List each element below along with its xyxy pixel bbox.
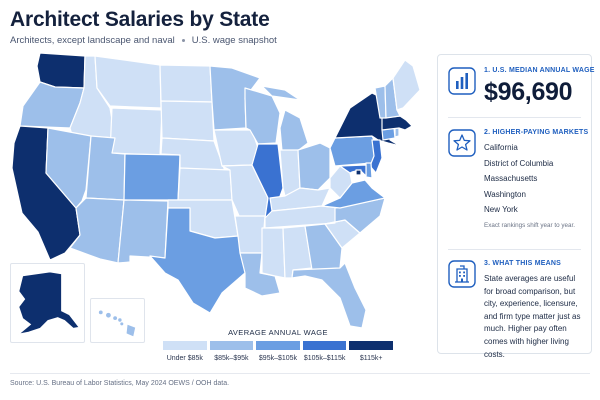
state-new-mexico[interactable] (117, 199, 169, 264)
state-colorado[interactable] (123, 153, 181, 201)
state-florida[interactable] (291, 262, 367, 329)
state-hawaii[interactable] (98, 310, 136, 337)
map-legend: AVERAGE ANNUAL WAGE Under $85k $85k–$95k $… (163, 328, 393, 362)
markets-heading: 2. HIGHER-PAYING MARKETS (484, 129, 589, 136)
state-kansas[interactable] (177, 167, 233, 201)
list-item: New York (484, 205, 518, 214)
state-texas[interactable] (149, 207, 247, 314)
legend-item: $85k–$95k (209, 341, 254, 362)
state-montana[interactable] (94, 55, 162, 109)
meaning-heading: 3. WHAT THIS MEANS (484, 260, 561, 267)
legend-label: Under $85k (166, 355, 203, 362)
legend-item: Under $85k (163, 341, 207, 362)
star-icon (448, 129, 476, 157)
panel-divider-1 (448, 117, 581, 118)
state-alaska[interactable] (18, 271, 81, 335)
state-ohio[interactable] (297, 142, 331, 191)
markets-list: California District of Columbia Massachu… (484, 140, 588, 218)
list-item: District of Columbia (484, 158, 554, 168)
legend-item: $95k–$105k (256, 341, 300, 362)
bar-chart-icon (448, 67, 476, 95)
higher-paying-card: 2. HIGHER-PAYING MARKETS California Dist… (438, 129, 591, 229)
median-wage-value: $96,690 (484, 78, 573, 106)
state-rhode-island[interactable] (394, 127, 400, 138)
state-washington[interactable] (36, 52, 86, 89)
alaska-inset (10, 263, 85, 343)
legend-swatch (256, 341, 300, 350)
panel-divider-2 (448, 249, 581, 250)
state-south-dakota[interactable] (160, 100, 215, 142)
markets-note: Exact rankings shift year to year. (484, 221, 575, 229)
state-district-of-columbia[interactable] (355, 169, 362, 176)
page-title: Architect Salaries by State (10, 8, 270, 31)
legend-label: $85k–$95k (214, 355, 249, 362)
list-item: Washington (484, 189, 526, 199)
subtitle-separator-dot (181, 39, 185, 42)
legend-item: $105k–$115k (302, 341, 347, 362)
legend-swatch (163, 341, 207, 350)
building-icon (448, 260, 476, 288)
legend-swatch (349, 341, 393, 350)
legend-title: AVERAGE ANNUAL WAGE (228, 328, 328, 337)
hawaii-inset (90, 298, 145, 343)
legend-swatch (209, 341, 254, 350)
meaning-text: State averages are useful for broad comp… (484, 274, 581, 359)
state-north-carolina[interactable] (324, 197, 386, 234)
legend-label: $105k–$115k (303, 355, 346, 362)
us-salary-map (0, 48, 425, 348)
page-subtitle: Architects, except landscape and naval U… (10, 35, 277, 46)
list-item: Massachusetts (484, 174, 538, 183)
list-item: California (484, 143, 518, 152)
subtitle-occupation: Architects, except landscape and naval (10, 35, 175, 46)
state-maine[interactable] (392, 59, 421, 111)
state-arkansas[interactable] (234, 215, 266, 254)
state-delaware[interactable] (365, 162, 373, 179)
legend-item: $115k+ (349, 341, 393, 362)
insight-panel: 1. U.S. MEDIAN ANNUAL WAGE $96,690 2. HI… (437, 54, 594, 359)
legend-label: $115k+ (359, 355, 383, 362)
state-pennsylvania[interactable] (329, 135, 379, 167)
median-wage-card: 1. U.S. MEDIAN ANNUAL WAGE $96,690 (438, 67, 594, 107)
subtitle-scope: U.S. wage snapshot (191, 35, 277, 46)
what-this-means-card: 3. WHAT THIS MEANS State averages are us… (438, 260, 591, 361)
state-north-dakota[interactable] (159, 64, 213, 103)
state-new-jersey[interactable] (369, 139, 383, 174)
state-mississippi[interactable] (261, 227, 286, 279)
state-iowa[interactable] (213, 129, 259, 167)
legend-label: $95k–$105k (258, 355, 298, 362)
median-heading: 1. U.S. MEDIAN ANNUAL WAGE (484, 67, 595, 74)
source-note: Source: U.S. Bureau of Labor Statistics,… (10, 380, 230, 387)
state-louisiana[interactable] (239, 252, 281, 297)
footer-divider (10, 373, 590, 374)
legend-items: Under $85k $85k–$95k $95k–$105k $105k–$115k… (163, 341, 393, 362)
state-wyoming[interactable] (109, 107, 163, 156)
state-massachusetts[interactable] (381, 115, 413, 131)
legend-swatch (302, 341, 347, 350)
